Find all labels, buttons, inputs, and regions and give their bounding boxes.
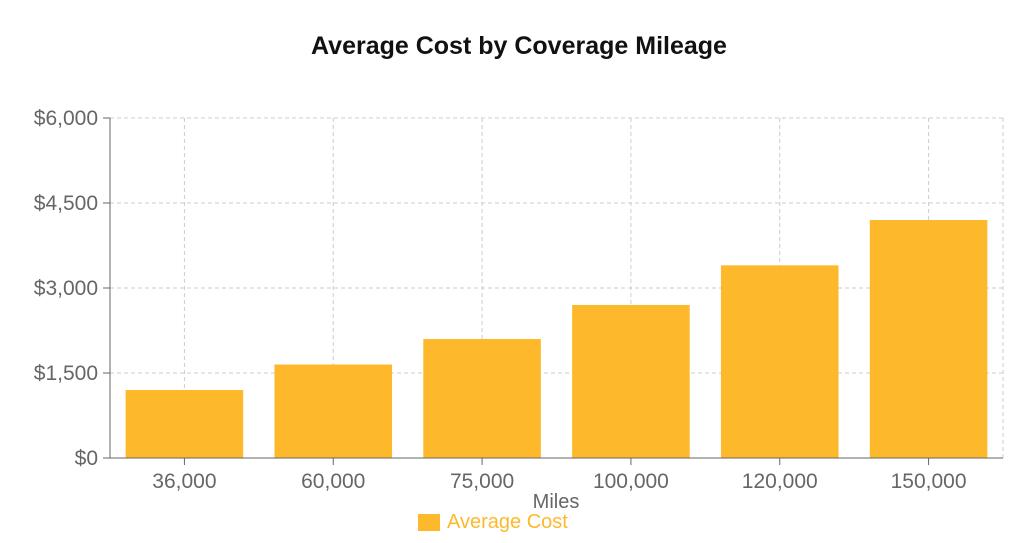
y-tick-label: $1,500	[34, 362, 98, 385]
y-tick-label: $6,000	[34, 107, 98, 130]
legend-swatch	[418, 514, 440, 531]
bar-3[interactable]	[572, 305, 690, 458]
x-tick-label: 100,000	[593, 470, 669, 493]
bar-5[interactable]	[869, 220, 988, 458]
x-tick-label: 36,000	[152, 470, 216, 493]
chart-title: Average Cost by Coverage Mileage	[311, 32, 727, 60]
bar-2[interactable]	[423, 339, 541, 458]
y-tick-label: $0	[75, 447, 98, 470]
x-tick-label: 60,000	[301, 470, 365, 493]
x-tick-label: 120,000	[742, 470, 818, 493]
y-tick-label: $3,000	[34, 277, 98, 300]
bar-1[interactable]	[274, 364, 393, 459]
bar-0[interactable]	[125, 390, 244, 458]
bars	[125, 220, 988, 459]
x-tick-label: 150,000	[891, 470, 967, 493]
grid	[110, 117, 1004, 458]
bar-4[interactable]	[720, 265, 839, 458]
y-axis-ticks: $0 $1,500 $3,000 $4,500 $6,000	[34, 107, 110, 470]
x-axis-ticks: 36,000 60,000 75,000 100,000 120,000 150,000	[152, 458, 967, 493]
legend-label: Average Cost	[447, 511, 568, 533]
x-axis-label: Miles	[533, 491, 580, 513]
x-tick-label: 75,000	[450, 470, 514, 493]
y-tick-label: $4,500	[34, 192, 98, 215]
legend[interactable]: Average Cost	[418, 511, 568, 533]
